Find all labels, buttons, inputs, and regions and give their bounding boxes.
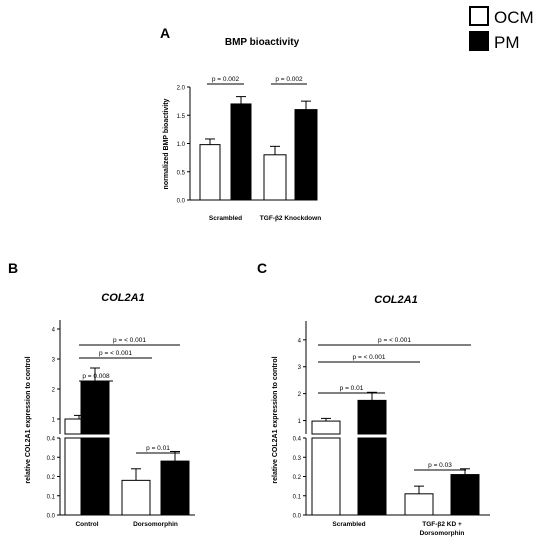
bar-lower-c-ocm xyxy=(311,437,341,516)
y-tick-label-lower-c: 0.4 xyxy=(293,437,302,443)
y-axis-label-a: normalized BMP bioactivity xyxy=(163,98,170,189)
y-tick-label-lower-b: 0.4 xyxy=(47,437,56,443)
y-tick-label-a: 1.0 xyxy=(177,142,186,148)
legend-swatch-ocm xyxy=(469,6,489,26)
y-tick-label-upper-b: 4 xyxy=(52,328,56,334)
category-label-c: Dorsomorphin xyxy=(420,530,465,537)
y-tick-label-upper-c: 2 xyxy=(298,392,302,398)
category-label-b: Dorsomorphin xyxy=(133,521,178,528)
p-value-c: p = < 0.001 xyxy=(353,354,386,361)
p-value-b: p = 0.01 xyxy=(146,445,170,452)
bar-a-pm xyxy=(294,109,318,201)
y-tick-label-lower-b: 0.2 xyxy=(47,475,56,481)
panel-letter-b: B xyxy=(8,260,18,276)
legend-label-ocm: OCM xyxy=(494,8,534,27)
bar-a-ocm xyxy=(199,144,221,201)
bar-lower-c-pm xyxy=(450,474,480,516)
y-tick-label-lower-c: 0.3 xyxy=(293,456,302,462)
category-label-c: Scrambled xyxy=(332,521,365,528)
y-tick-label-lower-c: 0.1 xyxy=(293,494,302,500)
p-value-c: p = 0.01 xyxy=(340,385,364,392)
y-tick-label-lower-c: 0.0 xyxy=(293,514,302,520)
chart-title-a: BMP bioactivity xyxy=(225,37,300,48)
y-tick-label-upper-b: 1 xyxy=(52,418,56,424)
p-value-c: p = 0.03 xyxy=(428,462,452,469)
y-tick-label-a: 1.5 xyxy=(177,114,186,120)
y-tick-label-lower-b: 0.3 xyxy=(47,456,56,462)
y-tick-label-a: 2.0 xyxy=(177,86,186,92)
chart-title-c: COL2A1 xyxy=(374,294,417,306)
p-value-b: p = < 0.001 xyxy=(113,337,146,344)
bar-lower-c-ocm xyxy=(404,493,434,516)
bar-a-ocm xyxy=(263,154,287,201)
p-value-b: p = 0.008 xyxy=(82,373,110,380)
p-value-a: p = 0.002 xyxy=(275,76,303,83)
category-label-a: Scrambled xyxy=(209,215,242,222)
legend-swatch-pm xyxy=(469,31,489,51)
y-tick-label-a: 0.0 xyxy=(177,199,186,205)
category-label-c: TGF-β2 KD + xyxy=(422,521,462,528)
y-axis-label-b: relative COL2A1 expression to control xyxy=(25,356,32,483)
y-tick-label-upper-b: 3 xyxy=(52,358,56,364)
bar-lower-b-ocm xyxy=(121,479,151,516)
y-tick-label-lower-c: 0.2 xyxy=(293,475,302,481)
p-value-c: p = < 0.001 xyxy=(378,337,411,344)
category-label-a: TGF-β2 Knockdown xyxy=(260,215,321,222)
y-tick-label-upper-c: 3 xyxy=(298,365,302,371)
bar-upper-b-pm xyxy=(80,381,110,435)
y-tick-label-lower-b: 0.1 xyxy=(47,494,56,500)
bar-lower-b-pm xyxy=(80,437,110,516)
bar-a-pm xyxy=(230,103,252,201)
bar-upper-c-ocm xyxy=(311,420,341,435)
y-tick-label-a: 0.5 xyxy=(177,170,186,176)
bar-lower-c-pm xyxy=(357,437,387,516)
y-tick-label-upper-b: 2 xyxy=(52,388,56,394)
y-tick-label-lower-b: 0.0 xyxy=(47,514,56,520)
bar-lower-b-pm xyxy=(160,460,190,516)
legend-label-pm: PM xyxy=(494,33,520,52)
chart-title-b: COL2A1 xyxy=(101,292,144,304)
y-axis-label-c: relative COL2A1 expression to control xyxy=(272,356,279,483)
y-tick-label-upper-c: 1 xyxy=(298,419,302,425)
bar-upper-c-pm xyxy=(357,399,387,435)
p-value-a: p = 0.002 xyxy=(212,76,240,83)
y-tick-label-upper-c: 4 xyxy=(298,338,302,344)
panel-letter-a: A xyxy=(160,25,170,41)
p-value-b: p = < 0.001 xyxy=(99,350,132,357)
category-label-b: Control xyxy=(75,521,98,528)
panel-letter-c: C xyxy=(257,260,267,276)
